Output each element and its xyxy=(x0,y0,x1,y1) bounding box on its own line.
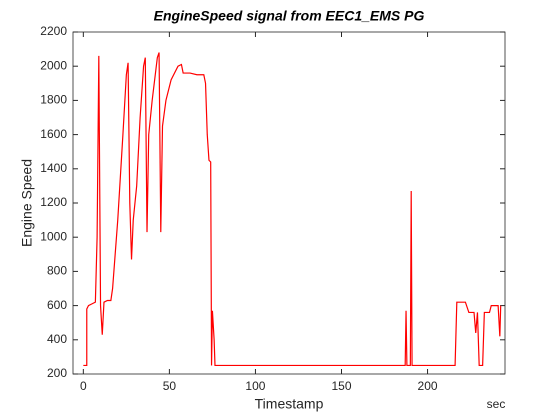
y-tick-label: 2200 xyxy=(40,24,67,38)
y-tick-label: 1200 xyxy=(40,195,67,209)
y-tick-label: 1800 xyxy=(40,93,67,107)
x-tick-label: 200 xyxy=(418,379,438,393)
y-tick-label: 600 xyxy=(47,298,67,312)
y-tick-label: 200 xyxy=(47,366,67,380)
x-tick-label: 0 xyxy=(80,379,87,393)
y-tick-label: 2000 xyxy=(40,58,67,72)
y-tick-label: 1600 xyxy=(40,127,67,141)
y-axis-label: Engine Speed xyxy=(19,159,35,247)
y-tick-label: 1400 xyxy=(40,161,67,175)
x-unit: sec xyxy=(487,397,506,411)
y-tick-label: 400 xyxy=(47,332,67,346)
y-tick-label: 1000 xyxy=(40,229,67,243)
y-tick-label: 800 xyxy=(47,264,67,278)
x-axis-label: Timestamp xyxy=(255,396,324,412)
x-tick-label: 50 xyxy=(163,379,177,393)
chart-title: EngineSpeed signal from EEC1_EMS PG xyxy=(154,8,425,24)
x-tick-label: 150 xyxy=(331,379,351,393)
data-line xyxy=(83,52,502,367)
plot-area xyxy=(72,31,506,375)
x-tick-label: 100 xyxy=(245,379,265,393)
